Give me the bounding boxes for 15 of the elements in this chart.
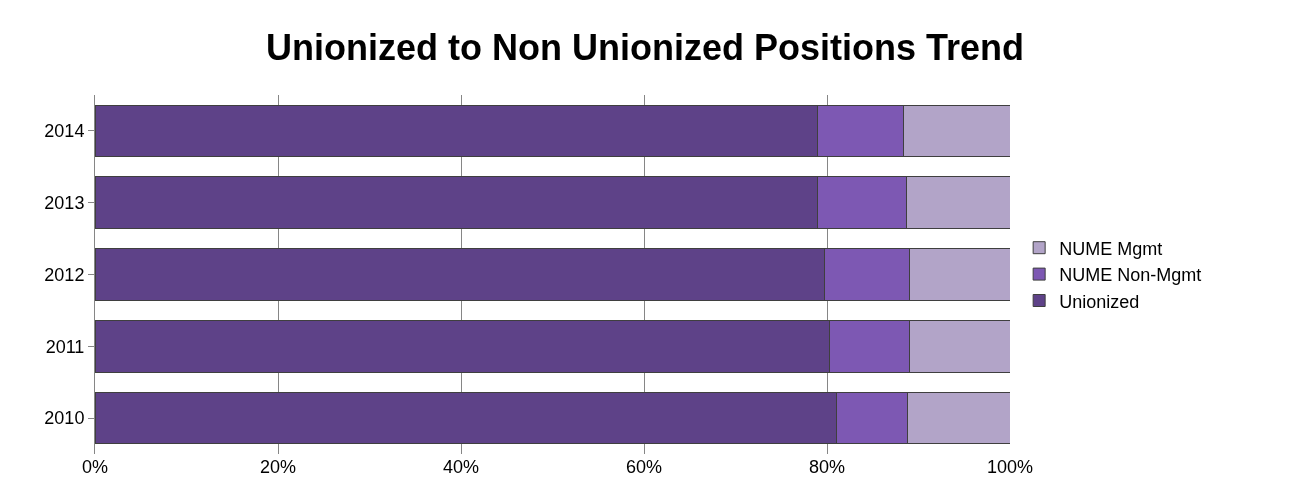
y-tick-label: 2012 bbox=[44, 264, 85, 285]
chart-title: Unionized to Non Unionized Positions Trend bbox=[266, 27, 1024, 69]
x-tick-label: 100% bbox=[986, 457, 1034, 477]
y-tick-label: 2014 bbox=[44, 121, 85, 142]
x-tick-label: 80% bbox=[808, 457, 846, 477]
x-tick-label: 0% bbox=[81, 457, 109, 477]
x-tick-label: 40% bbox=[442, 457, 480, 477]
legend-label: NUME Mgmt bbox=[1059, 238, 1163, 259]
legend-label: NUME Non-Mgmt bbox=[1059, 265, 1202, 286]
y-tick-label: 2013 bbox=[44, 193, 85, 213]
y-tick-label: 2011 bbox=[45, 336, 85, 357]
x-tick-label: 20% bbox=[259, 457, 297, 477]
y-tick-label: 2010 bbox=[44, 408, 85, 429]
legend-label: Unionized bbox=[1059, 291, 1140, 312]
x-tick-label: 60% bbox=[625, 457, 663, 477]
